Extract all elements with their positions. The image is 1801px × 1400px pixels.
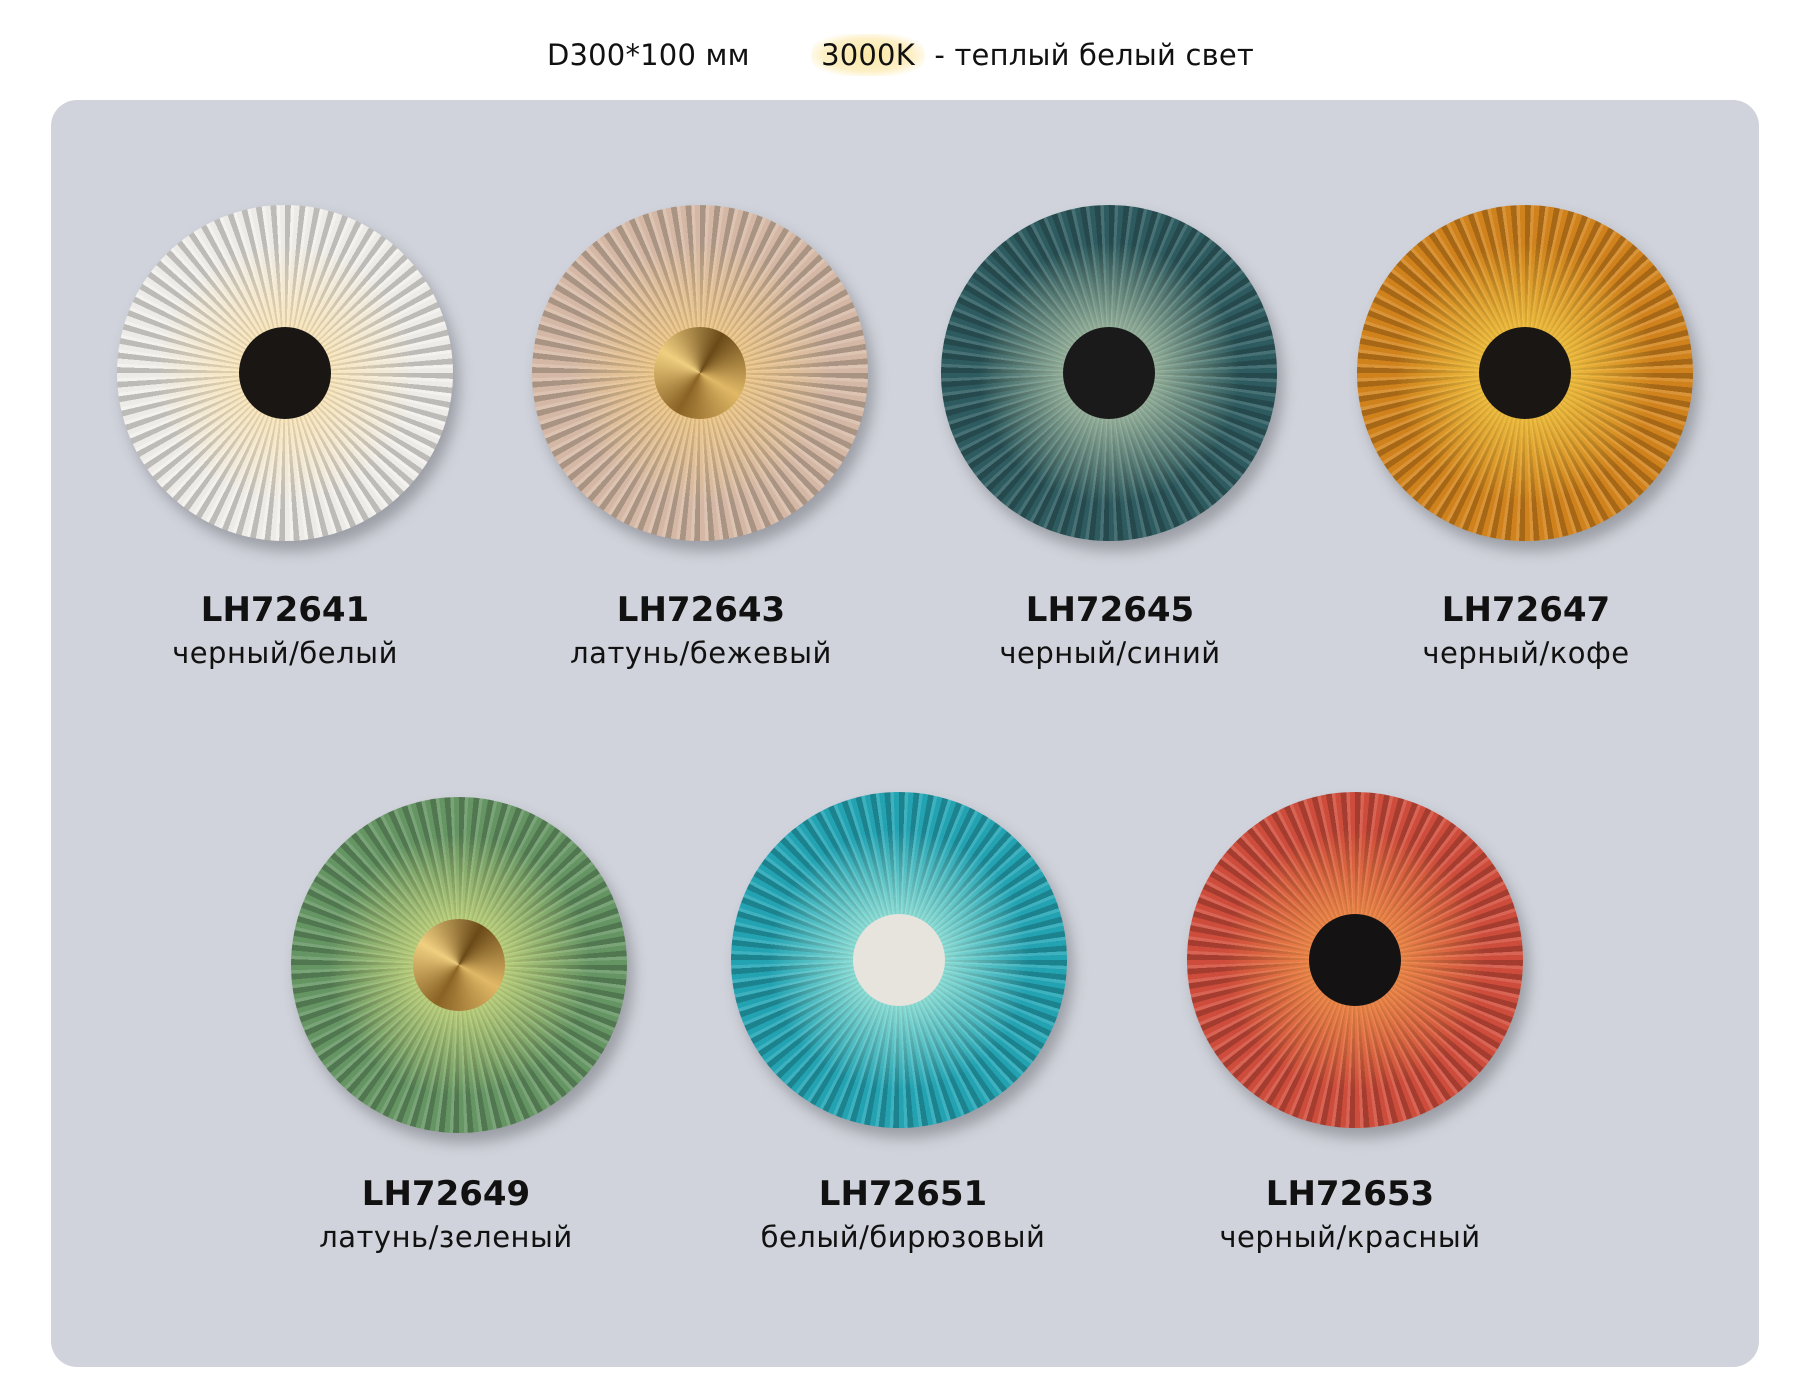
product-label: LH72645 черный/синий [930,590,1290,670]
product-finish: латунь/бежевый [570,636,832,670]
product-code: LH72647 [1441,590,1611,630]
product-label: LH72641 черный/белый [105,590,465,670]
center-disc [1479,327,1571,419]
product-label: LH72653 черный/красный [1170,1174,1530,1254]
product-image-lh72645 [941,205,1277,541]
product-code: LH72653 [1265,1174,1435,1214]
product-finish: черный/синий [999,636,1221,670]
product-code: LH72643 [616,590,786,630]
product-label: LH72643 латунь/бежевый [521,590,881,670]
color-temperature-badge: 3000K [811,34,925,76]
center-disc [654,327,746,419]
product-image-lh72643 [532,205,868,541]
product-code: LH72641 [200,590,370,630]
light-description: - теплый белый свет [934,38,1255,72]
product-code: LH72649 [361,1174,531,1214]
dimensions-text: D300*100 мм [546,38,750,72]
product-image-lh72651 [731,792,1067,1128]
product-image-lh72641 [117,205,453,541]
product-label: LH72649 латунь/зеленый [266,1174,626,1254]
center-disc [1063,327,1155,419]
product-finish: белый/бирюзовый [760,1220,1046,1254]
product-code: LH72651 [818,1174,988,1214]
spec-header: D300*100 мм 3000K - теплый белый свет [0,34,1801,76]
center-disc [1309,914,1401,1006]
product-image-lh72647 [1357,205,1693,541]
product-code: LH72645 [1025,590,1195,630]
product-image-lh72649 [291,797,627,1133]
product-label: LH72647 черный/кофе [1346,590,1706,670]
product-label: LH72651 белый/бирюзовый [723,1174,1083,1254]
product-finish: черный/белый [172,636,398,670]
center-disc [239,327,331,419]
center-disc [413,919,505,1011]
product-finish: черный/кофе [1422,636,1630,670]
product-finish: латунь/зеленый [319,1220,573,1254]
product-finish: черный/красный [1219,1220,1481,1254]
product-image-lh72653 [1187,792,1523,1128]
center-disc [853,914,945,1006]
